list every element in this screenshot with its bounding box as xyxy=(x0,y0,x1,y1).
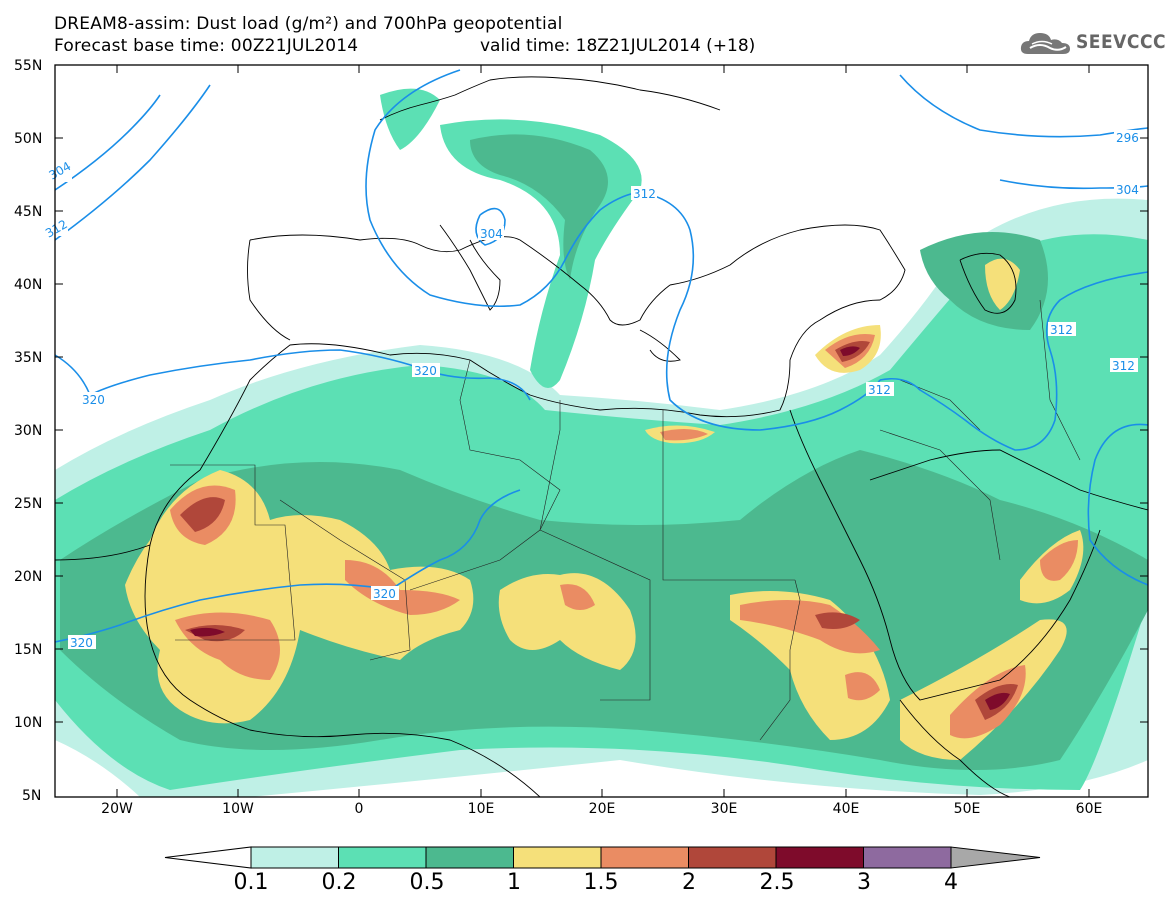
dust-field xyxy=(55,88,1148,797)
colorbar-segment xyxy=(250,846,339,869)
axis-ticks xyxy=(55,64,1148,798)
lat-label: 5N xyxy=(22,788,41,804)
colorbar-label: 2 xyxy=(682,870,696,895)
contour-label: 312 xyxy=(1112,359,1135,373)
lon-label: 60E xyxy=(1076,801,1103,817)
valid-time: valid time: 18Z21JUL2014 (+18) xyxy=(480,36,756,56)
contour-label-group: 304 312 304 312 296 304 320 312 312 312 … xyxy=(43,130,1140,650)
seevccc-logo: SEEVCCC xyxy=(1018,28,1165,58)
colorbar-segment xyxy=(688,846,777,869)
lon-label: 10E xyxy=(468,801,495,817)
colorbar-label: 2.5 xyxy=(759,870,795,895)
contour-label: 320 xyxy=(414,364,437,378)
latitude-labels: 55N 50N 45N 40N 35N 30N 25N 20N 15N 10N … xyxy=(14,58,42,804)
lon-label: 20E xyxy=(589,801,616,817)
lon-label: 0 xyxy=(355,801,364,817)
map-title: DREAM8-assim: Dust load (g/m²) and 700hP… xyxy=(54,14,563,34)
lat-label: 30N xyxy=(14,423,42,439)
colorbar-label: 0.2 xyxy=(321,870,357,895)
lon-label: 10W xyxy=(222,801,254,817)
lon-label: 50E xyxy=(954,801,981,817)
lon-label: 20W xyxy=(101,801,133,817)
cloud-icon xyxy=(1020,33,1070,54)
lat-label: 50N xyxy=(14,131,42,147)
colorbar-label: 4 xyxy=(944,870,958,895)
colorbar-label: 1.5 xyxy=(583,870,619,895)
colorbar-segment xyxy=(775,846,864,869)
colorbar-segment xyxy=(600,846,689,869)
lat-label: 55N xyxy=(14,58,42,74)
forecast-base-time: Forecast base time: 00Z21JUL2014 xyxy=(54,36,359,56)
lat-label: 45N xyxy=(14,204,42,220)
contour-label: 320 xyxy=(82,393,105,407)
colorbar-label: 0.1 xyxy=(233,870,269,895)
lon-label: 30E xyxy=(711,801,738,817)
lat-label: 25N xyxy=(14,496,42,512)
colorbar-segment xyxy=(513,846,602,869)
longitude-labels: 20W 10W 0 10E 20E 30E 40E 50E 60E xyxy=(101,801,1102,817)
contour-label: 296 xyxy=(1116,131,1139,145)
colorbar-label: 1 xyxy=(507,870,521,895)
lat-label: 20N xyxy=(14,569,42,585)
contour-label: 312 xyxy=(1050,323,1073,337)
colorbar-label: 0.5 xyxy=(409,870,445,895)
colorbar-segment xyxy=(338,846,427,869)
lat-label: 10N xyxy=(14,715,42,731)
coastlines xyxy=(55,76,1148,797)
colorbar xyxy=(164,846,1041,869)
lat-label: 15N xyxy=(14,642,42,658)
borders xyxy=(170,299,1081,741)
colorbar-label: 3 xyxy=(857,870,871,895)
lat-label: 40N xyxy=(14,277,42,293)
lat-label: 35N xyxy=(14,350,42,366)
colorbar-segment xyxy=(863,846,952,869)
colorbar-high-triangle xyxy=(950,846,1041,869)
contour-label: 304 xyxy=(480,227,503,241)
contour-label: 320 xyxy=(70,636,93,650)
colorbar-segment xyxy=(425,846,514,869)
contour-label: 312 xyxy=(868,383,891,397)
contour-label: 320 xyxy=(373,587,396,601)
contour-label: 312 xyxy=(633,187,656,201)
contour-label: 304 xyxy=(1116,183,1139,197)
logo-text: SEEVCCC xyxy=(1076,31,1165,53)
lon-label: 40E xyxy=(833,801,860,817)
colorbar-low-triangle xyxy=(164,846,252,869)
